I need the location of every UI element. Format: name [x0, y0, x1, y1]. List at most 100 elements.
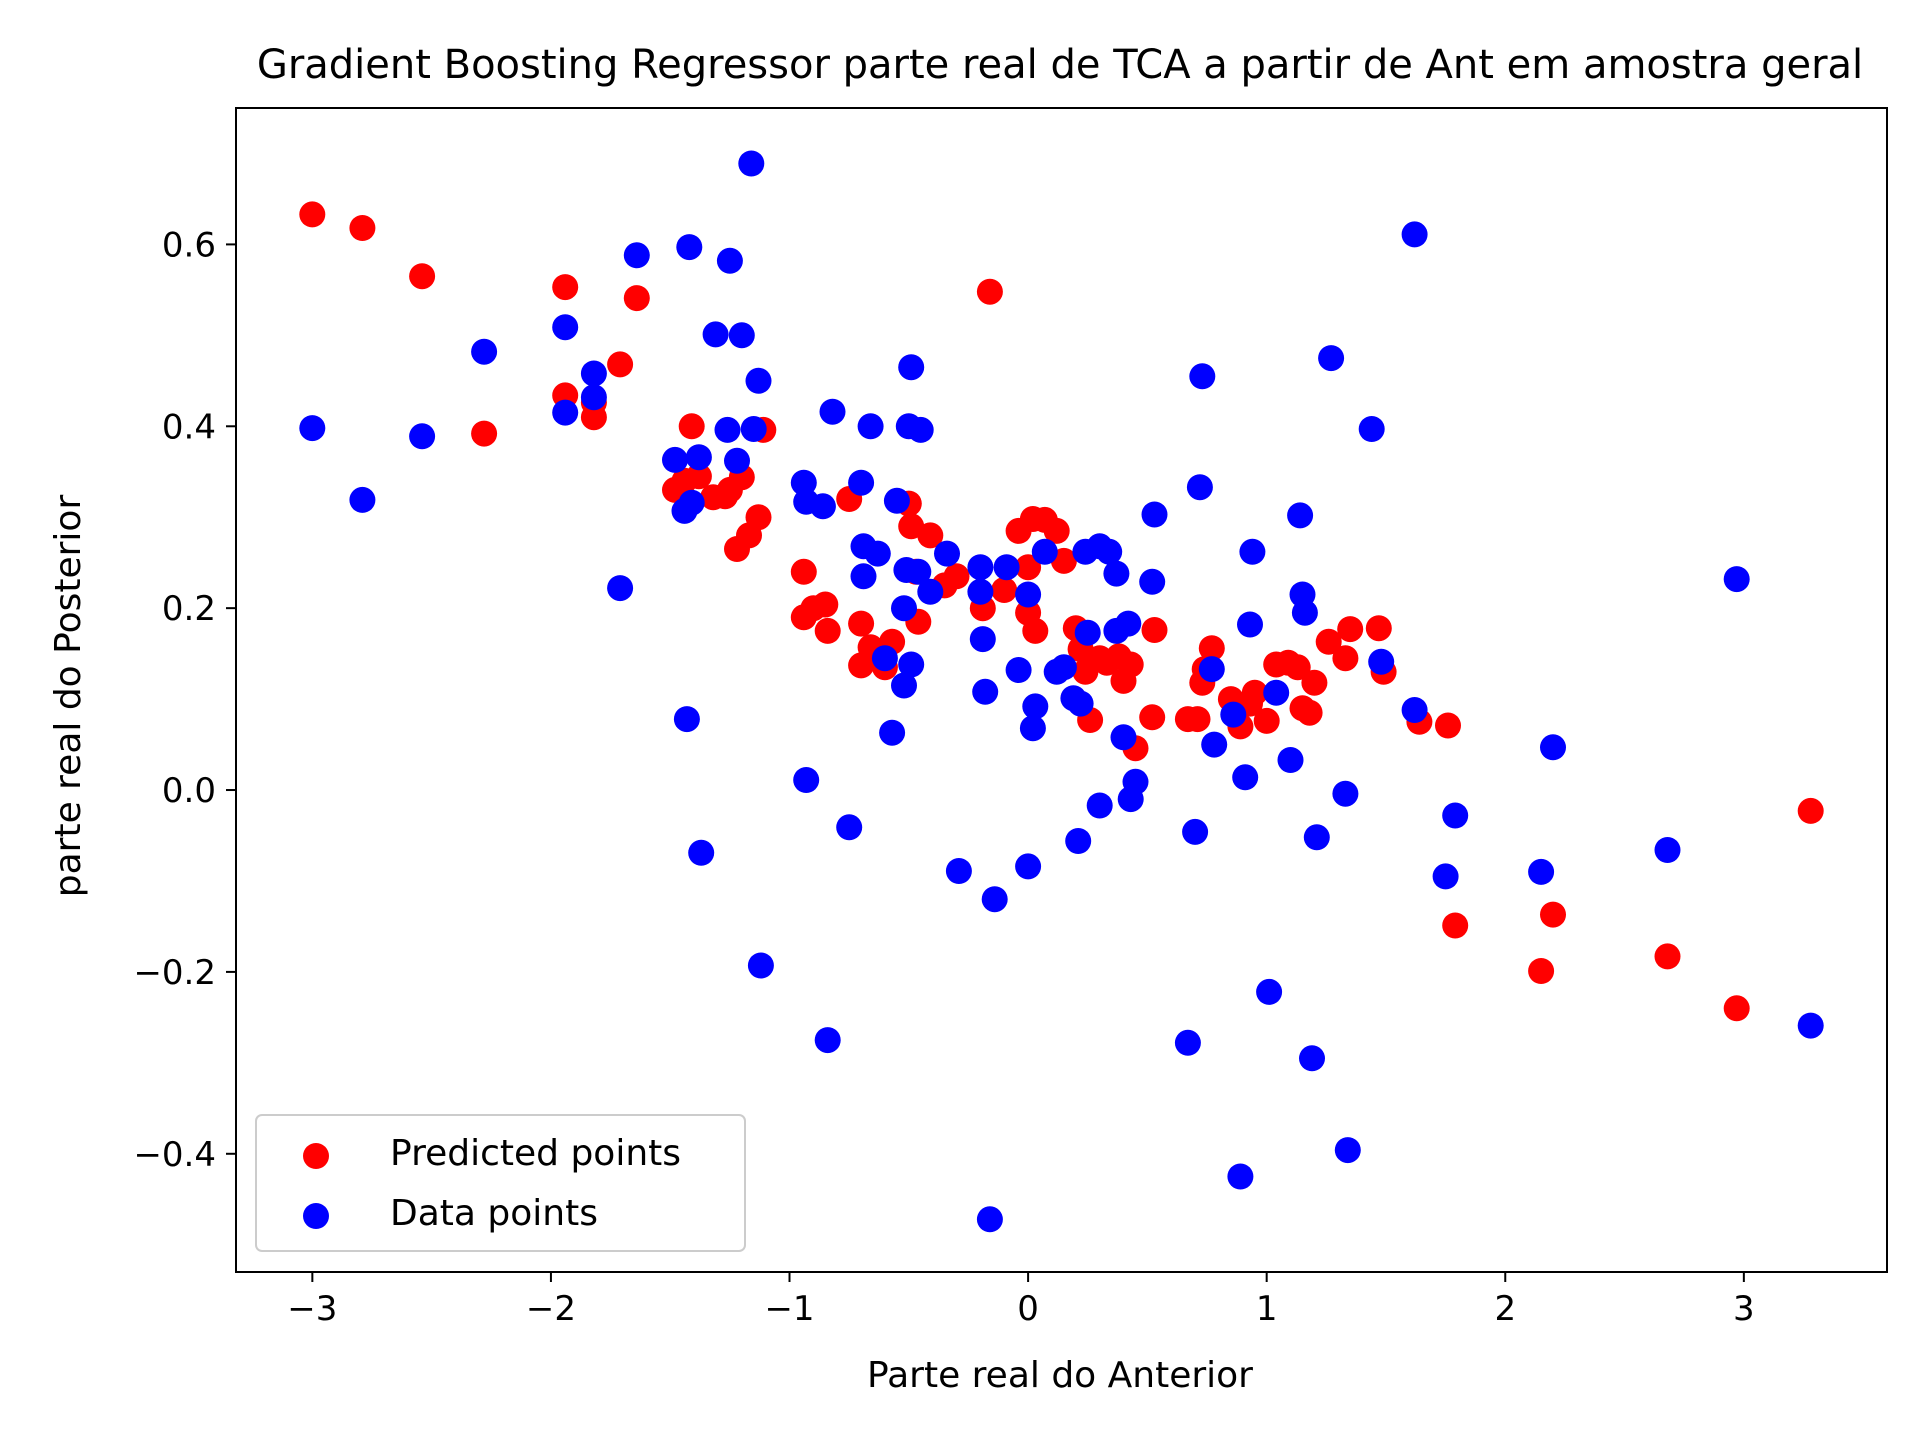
data-point	[1237, 611, 1263, 638]
data-point	[1122, 768, 1149, 795]
data-point	[1189, 363, 1216, 390]
predicted-point	[471, 420, 498, 447]
data-point	[1332, 780, 1359, 807]
data-point	[299, 415, 326, 442]
x-tick-label: 2	[1494, 1289, 1516, 1329]
predicted-point	[1315, 628, 1342, 655]
predicted-point	[623, 285, 650, 312]
predicted-point	[1337, 616, 1364, 643]
x-tick-label: −3	[287, 1289, 337, 1329]
data-point	[793, 767, 820, 793]
predicted-point	[685, 463, 712, 490]
predicted-point	[1654, 943, 1681, 970]
data-point	[1358, 416, 1385, 442]
predicted-point	[1442, 912, 1469, 939]
data-point	[471, 338, 498, 365]
data-point	[809, 493, 836, 520]
predicted-point	[1022, 617, 1049, 644]
predicted-point	[1365, 615, 1392, 642]
data-point	[1654, 837, 1681, 863]
data-point	[917, 578, 944, 605]
predicted-point	[1332, 645, 1359, 672]
predicted-point	[1141, 617, 1168, 643]
data-point	[349, 486, 376, 513]
data-point	[1182, 818, 1209, 845]
data-point	[1220, 701, 1247, 728]
data-point	[1031, 538, 1058, 565]
predicted-point	[1435, 712, 1461, 739]
data-point	[967, 578, 994, 605]
data-point	[1110, 724, 1137, 751]
y-tick-label: 0.2	[162, 589, 216, 629]
predicted-point	[1043, 517, 1070, 544]
x-tick-label: −1	[764, 1289, 814, 1329]
predicted-point	[1296, 699, 1323, 726]
y-axis-label: parte real do Posterior	[48, 495, 89, 898]
predicted-point	[607, 351, 634, 378]
data-point	[1401, 697, 1428, 723]
data-point	[879, 719, 906, 746]
data-point	[740, 416, 767, 442]
data-point	[1022, 693, 1049, 720]
data-point	[976, 1206, 1003, 1233]
data-point	[883, 487, 910, 514]
data-point	[745, 367, 772, 394]
data-point	[1232, 764, 1259, 791]
y-tick-label: 0.0	[162, 771, 216, 811]
predicted-point	[299, 201, 326, 228]
data-point	[993, 554, 1020, 581]
predicted-point	[976, 278, 1003, 305]
x-tick-label: 0	[1017, 1289, 1039, 1329]
data-point	[724, 447, 750, 474]
data-point	[685, 444, 712, 471]
legend-box	[255, 1114, 746, 1252]
data-point	[1096, 538, 1123, 565]
plot-marks	[299, 150, 1824, 1233]
legend-label: Predicted points	[390, 1133, 681, 1174]
data-point	[871, 645, 898, 672]
predicted-point	[991, 577, 1018, 603]
data-point	[814, 1027, 841, 1054]
data-point	[1074, 619, 1101, 646]
data-point	[678, 489, 705, 516]
data-point	[1227, 1163, 1254, 1190]
y-tick-label: 0.6	[162, 225, 216, 265]
predicted-point	[848, 610, 875, 637]
data-point	[1401, 221, 1428, 248]
data-point	[850, 563, 877, 590]
data-point	[1442, 802, 1469, 829]
data-point	[1334, 1137, 1361, 1164]
predicted-point	[1015, 554, 1042, 581]
data-point	[1141, 501, 1168, 528]
data-point	[1201, 731, 1228, 758]
y-tick-label: 0.4	[162, 407, 216, 447]
axes: −3 −2 −1 0 1 2 3 −0.4 −0.2 0.0 0.2 0.4 0.6	[133, 107, 1888, 1329]
predicted-point	[1723, 995, 1750, 1022]
predicted-point	[943, 563, 970, 590]
data-point	[905, 558, 932, 585]
data-point	[1186, 474, 1213, 501]
data-point	[623, 242, 650, 269]
data-point	[1299, 1045, 1325, 1072]
predicted-point	[1253, 707, 1280, 734]
data-point	[1103, 560, 1130, 587]
data-point	[1239, 538, 1266, 565]
data-point	[1797, 1012, 1824, 1039]
data-point	[1287, 502, 1314, 529]
data-point	[1256, 978, 1283, 1005]
legend-marker	[303, 1143, 329, 1169]
data-point	[1019, 715, 1046, 742]
data-point	[1198, 656, 1225, 683]
data-point	[607, 575, 634, 602]
data-point	[1086, 792, 1113, 819]
data-point	[819, 398, 846, 425]
chart-title: Gradient Boosting Regressor parte real d…	[257, 42, 1863, 88]
data-point	[864, 540, 891, 567]
data-point	[1432, 863, 1459, 890]
legend-marker	[303, 1203, 329, 1229]
data-point	[702, 321, 729, 348]
data-point	[848, 469, 875, 496]
predicted-point	[349, 215, 376, 241]
data-point	[891, 595, 917, 622]
